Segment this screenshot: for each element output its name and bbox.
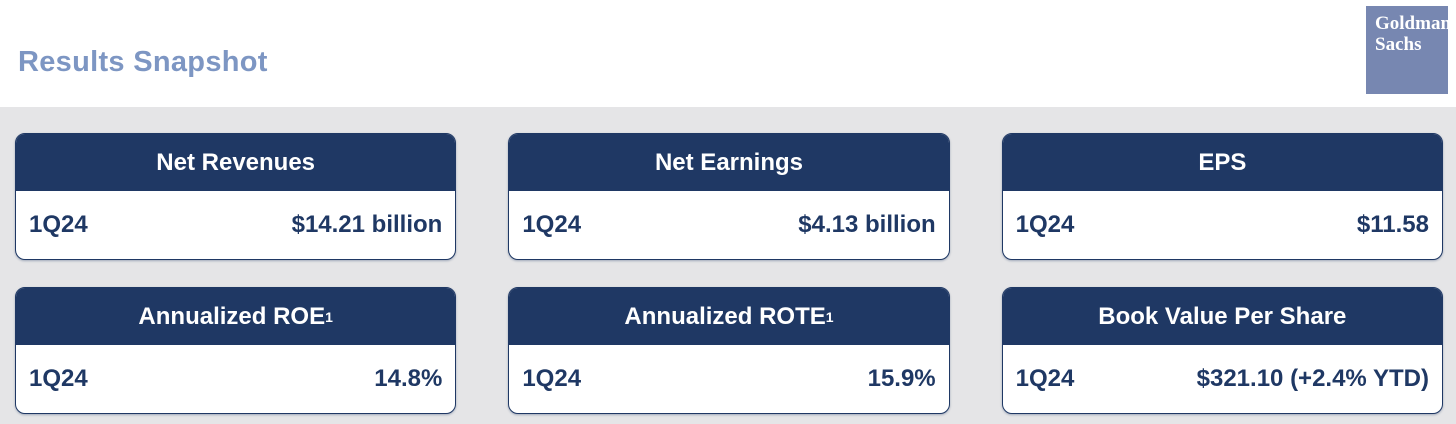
card-body: 1Q24 15.9% — [509, 345, 948, 413]
results-grid: Net Revenues 1Q24 $14.21 billion Net Ear… — [0, 107, 1456, 424]
logo-line-1: Goldman — [1375, 13, 1452, 34]
card-period: 1Q24 — [522, 365, 582, 392]
metric-card-annualized-roe: Annualized ROE 1 1Q24 14.8% — [15, 287, 457, 414]
card-title: Book Value Per Share — [1002, 288, 1442, 345]
card-period: 1Q24 — [522, 211, 582, 238]
card-title-text: Annualized ROE — [138, 302, 326, 330]
logo-line-2: Sachs — [1375, 34, 1422, 55]
card-body: 1Q24 $321.10 (+2.4% YTD) — [1003, 345, 1442, 413]
card-value: $4.13 billion — [798, 211, 936, 238]
card-period: 1Q24 — [29, 211, 88, 238]
card-body: 1Q24 $4.13 billion — [509, 191, 948, 259]
card-period: 1Q24 — [29, 365, 88, 392]
card-title: Annualized ROE 1 — [16, 288, 456, 345]
card-title: Net Earnings — [509, 134, 949, 191]
metric-card-eps: EPS 1Q24 $11.58 — [1001, 133, 1443, 260]
card-body: 1Q24 $11.58 — [1003, 191, 1442, 259]
card-title: Annualized ROTE 1 — [509, 288, 949, 345]
card-value: $321.10 (+2.4% YTD) — [1196, 365, 1429, 392]
card-body: 1Q24 $14.21 billion — [16, 191, 455, 259]
card-value: 15.9% — [867, 365, 936, 392]
card-title-text: Net Revenues — [156, 148, 316, 176]
card-title-text: EPS — [1198, 148, 1247, 176]
card-title-text: Annualized ROTE — [624, 302, 826, 330]
card-title: EPS — [1002, 134, 1442, 191]
card-period: 1Q24 — [1015, 211, 1075, 238]
page-title: Results Snapshot — [18, 46, 268, 78]
top-band: Results Snapshot Goldman Sachs — [0, 0, 1456, 107]
card-title: Net Revenues — [16, 134, 456, 191]
metric-card-book-value-per-share: Book Value Per Share 1Q24 $321.10 (+2.4%… — [1001, 287, 1443, 414]
goldman-sachs-logo: Goldman Sachs — [1366, 6, 1452, 94]
card-value: $11.58 — [1356, 211, 1429, 238]
card-value: 14.8% — [374, 365, 443, 392]
card-value: $14.21 billion — [291, 211, 443, 238]
metric-card-annualized-rote: Annualized ROTE 1 1Q24 15.9% — [508, 287, 950, 414]
card-body: 1Q24 14.8% — [16, 345, 455, 413]
card-title-text: Net Earnings — [654, 148, 803, 176]
card-period: 1Q24 — [1015, 365, 1075, 392]
card-title-text: Book Value Per Share — [1098, 302, 1347, 330]
metric-card-net-earnings: Net Earnings 1Q24 $4.13 billion — [508, 133, 950, 260]
metric-card-net-revenues: Net Revenues 1Q24 $14.21 billion — [15, 133, 457, 260]
